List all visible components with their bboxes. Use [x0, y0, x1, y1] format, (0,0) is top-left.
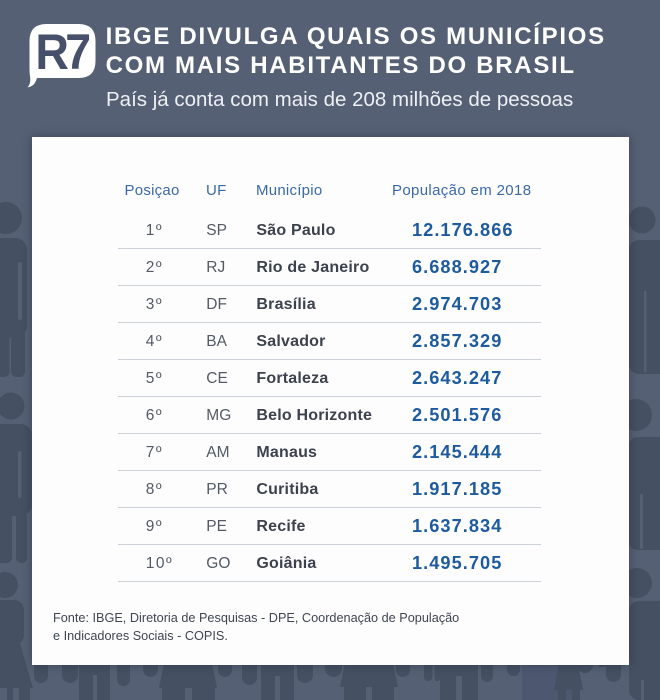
svg-text:R7: R7 [35, 24, 89, 80]
